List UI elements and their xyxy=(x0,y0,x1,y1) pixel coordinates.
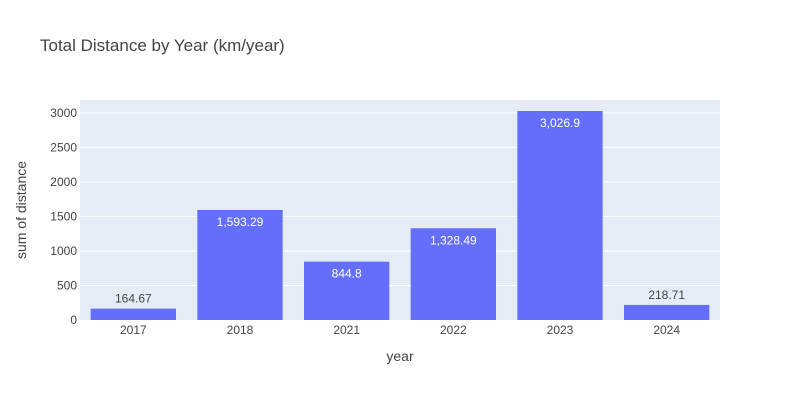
x-axis-ticks: 2017 2018 2021 2022 2023 2024 xyxy=(120,323,680,337)
plot-background xyxy=(80,100,720,320)
data-label-2018: 1,593.29 xyxy=(217,215,264,229)
data-label-2023: 3,026.9 xyxy=(540,116,580,130)
y-axis-ticks: 0 500 1000 1500 2000 2500 3000 xyxy=(50,106,77,327)
bar-2017 xyxy=(90,308,176,320)
data-labels: 164.67 1,593.29 844.8 1,328.49 3,026.9 218.71 xyxy=(115,116,685,306)
bar-2023 xyxy=(517,110,603,320)
x-axis-label: year xyxy=(386,348,414,364)
bar-2018 xyxy=(197,209,283,320)
y-tick-label: 0 xyxy=(70,313,77,327)
data-label-2021: 844.8 xyxy=(332,267,362,281)
bar-2024 xyxy=(624,304,710,320)
bar-2021 xyxy=(304,261,390,320)
y-tick-label: 3000 xyxy=(50,106,77,120)
y-tick-label: 1500 xyxy=(50,209,77,223)
chart-title: Total Distance by Year (km/year) xyxy=(40,36,285,55)
x-tick-label: 2017 xyxy=(120,323,147,337)
x-tick-label: 2024 xyxy=(653,323,680,337)
y-tick-label: 2000 xyxy=(50,175,77,189)
data-label-2017: 164.67 xyxy=(115,292,152,306)
gridlines xyxy=(80,112,720,286)
y-tick-label: 2500 xyxy=(50,140,77,154)
data-label-2024: 218.71 xyxy=(648,288,685,302)
y-tick-label: 1000 xyxy=(50,244,77,258)
x-tick-label: 2022 xyxy=(440,323,467,337)
x-tick-label: 2018 xyxy=(227,323,254,337)
x-tick-label: 2021 xyxy=(333,323,360,337)
x-tick-label: 2023 xyxy=(547,323,574,337)
bars xyxy=(90,110,710,320)
data-label-2022: 1,328.49 xyxy=(430,233,477,247)
y-axis-label: sum of distance xyxy=(13,161,29,259)
bar-2022 xyxy=(410,228,496,320)
y-tick-label: 500 xyxy=(57,278,77,292)
